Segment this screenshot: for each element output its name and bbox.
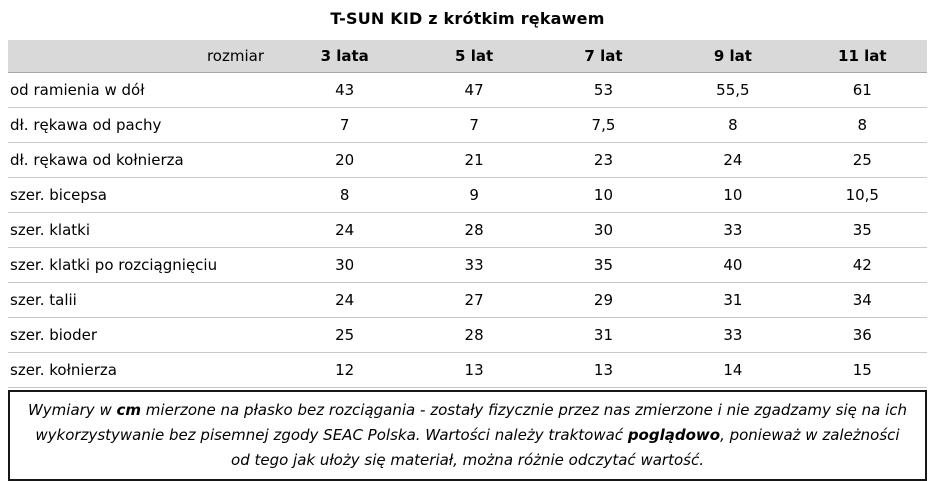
size-value-cell: 61 xyxy=(797,72,927,108)
size-value-cell: 8 xyxy=(668,107,798,143)
table-row: od ramienia w dół 43 47 53 55,5 61 xyxy=(8,72,927,108)
size-value-cell: 33 xyxy=(668,212,798,248)
table-row: szer. klatki 24 28 30 33 35 xyxy=(8,212,927,248)
size-value-cell: 28 xyxy=(409,212,539,248)
disclaimer-text: Wymiary w xyxy=(27,401,117,419)
disclaimer-box: Wymiary w cm mierzone na płasko bez rozc… xyxy=(8,390,927,481)
size-value-cell: 10,5 xyxy=(797,177,927,213)
row-label: szer. klatki xyxy=(8,212,280,248)
disclaimer-bold-cm: cm xyxy=(116,401,142,419)
size-value-cell: 8 xyxy=(280,177,410,213)
size-value-cell: 35 xyxy=(797,212,927,248)
page-title: T-SUN KID z krótkim rękawem xyxy=(330,9,605,28)
size-value-cell: 13 xyxy=(409,352,539,388)
size-value-cell: 23 xyxy=(538,142,669,178)
table-row: szer. bicepsa 8 9 10 10 10,5 xyxy=(8,177,927,213)
size-value-cell: 35 xyxy=(538,247,669,283)
size-value-cell: 29 xyxy=(538,282,669,318)
header-size-9-lat: 9 lat xyxy=(668,40,798,73)
row-label: szer. kołnierza xyxy=(8,352,280,388)
row-label: dł. rękawa od kołnierza xyxy=(8,142,280,178)
size-value-cell: 28 xyxy=(409,317,539,353)
table-row: dł. rękawa od kołnierza 20 21 23 24 25 xyxy=(8,142,927,178)
header-size-7-lat: 7 lat xyxy=(538,40,669,73)
size-value-cell: 30 xyxy=(280,247,410,283)
size-value-cell: 31 xyxy=(538,317,669,353)
table-header-row: rozmiar 3 lata 5 lat 7 lat 9 lat 11 lat xyxy=(8,40,927,73)
size-value-cell: 8 xyxy=(797,107,927,143)
disclaimer-bold-pogladowo: poglądowo xyxy=(627,426,721,444)
size-value-cell: 25 xyxy=(797,142,927,178)
size-value-cell: 13 xyxy=(538,352,669,388)
size-value-cell: 40 xyxy=(668,247,798,283)
table-row: szer. kołnierza 12 13 13 14 15 xyxy=(8,352,927,388)
size-value-cell: 42 xyxy=(797,247,927,283)
row-label: dł. rękawa od pachy xyxy=(8,107,280,143)
size-chart-page: T-SUN KID z krótkim rękawem rozmiar 3 la… xyxy=(8,9,927,481)
header-size-5-lat: 5 lat xyxy=(409,40,539,73)
size-value-cell: 7,5 xyxy=(538,107,669,143)
size-value-cell: 30 xyxy=(538,212,669,248)
size-value-cell: 25 xyxy=(280,317,410,353)
table-row: dł. rękawa od pachy 7 7 7,5 8 8 xyxy=(8,107,927,143)
table-row: szer. talii 24 27 29 31 34 xyxy=(8,282,927,318)
size-value-cell: 9 xyxy=(409,177,539,213)
size-value-cell: 33 xyxy=(668,317,798,353)
size-value-cell: 43 xyxy=(280,72,410,108)
size-value-cell: 27 xyxy=(409,282,539,318)
size-value-cell: 36 xyxy=(797,317,927,353)
header-rozmiar: rozmiar xyxy=(8,40,280,73)
row-label: szer. bioder xyxy=(8,317,280,353)
size-value-cell: 20 xyxy=(280,142,410,178)
size-value-cell: 31 xyxy=(668,282,798,318)
size-value-cell: 24 xyxy=(280,212,410,248)
table-row: szer. klatki po rozciągnięciu 30 33 35 4… xyxy=(8,247,927,283)
size-value-cell: 14 xyxy=(668,352,798,388)
size-value-cell: 47 xyxy=(409,72,539,108)
size-value-cell: 53 xyxy=(538,72,669,108)
size-value-cell: 33 xyxy=(409,247,539,283)
size-value-cell: 21 xyxy=(409,142,539,178)
row-label: szer. bicepsa xyxy=(8,177,280,213)
header-size-11-lat: 11 lat xyxy=(797,40,927,73)
size-value-cell: 12 xyxy=(280,352,410,388)
size-value-cell: 24 xyxy=(280,282,410,318)
size-value-cell: 7 xyxy=(409,107,539,143)
row-label: szer. klatki po rozciągnięciu xyxy=(8,247,280,283)
size-value-cell: 15 xyxy=(797,352,927,388)
disclaimer-text: mierzone na płasko bez rozciągania - zos… xyxy=(35,401,908,444)
table-row: szer. bioder 25 28 31 33 36 xyxy=(8,317,927,353)
header-size-3-lata: 3 lata xyxy=(280,40,410,73)
row-label: szer. talii xyxy=(8,282,280,318)
row-label: od ramienia w dół xyxy=(8,72,280,108)
size-value-cell: 7 xyxy=(280,107,410,143)
size-value-cell: 34 xyxy=(797,282,927,318)
size-value-cell: 55,5 xyxy=(668,72,798,108)
size-value-cell: 10 xyxy=(538,177,669,213)
size-value-cell: 24 xyxy=(668,142,798,178)
size-table: rozmiar 3 lata 5 lat 7 lat 9 lat 11 lat … xyxy=(8,40,927,388)
size-value-cell: 10 xyxy=(668,177,798,213)
